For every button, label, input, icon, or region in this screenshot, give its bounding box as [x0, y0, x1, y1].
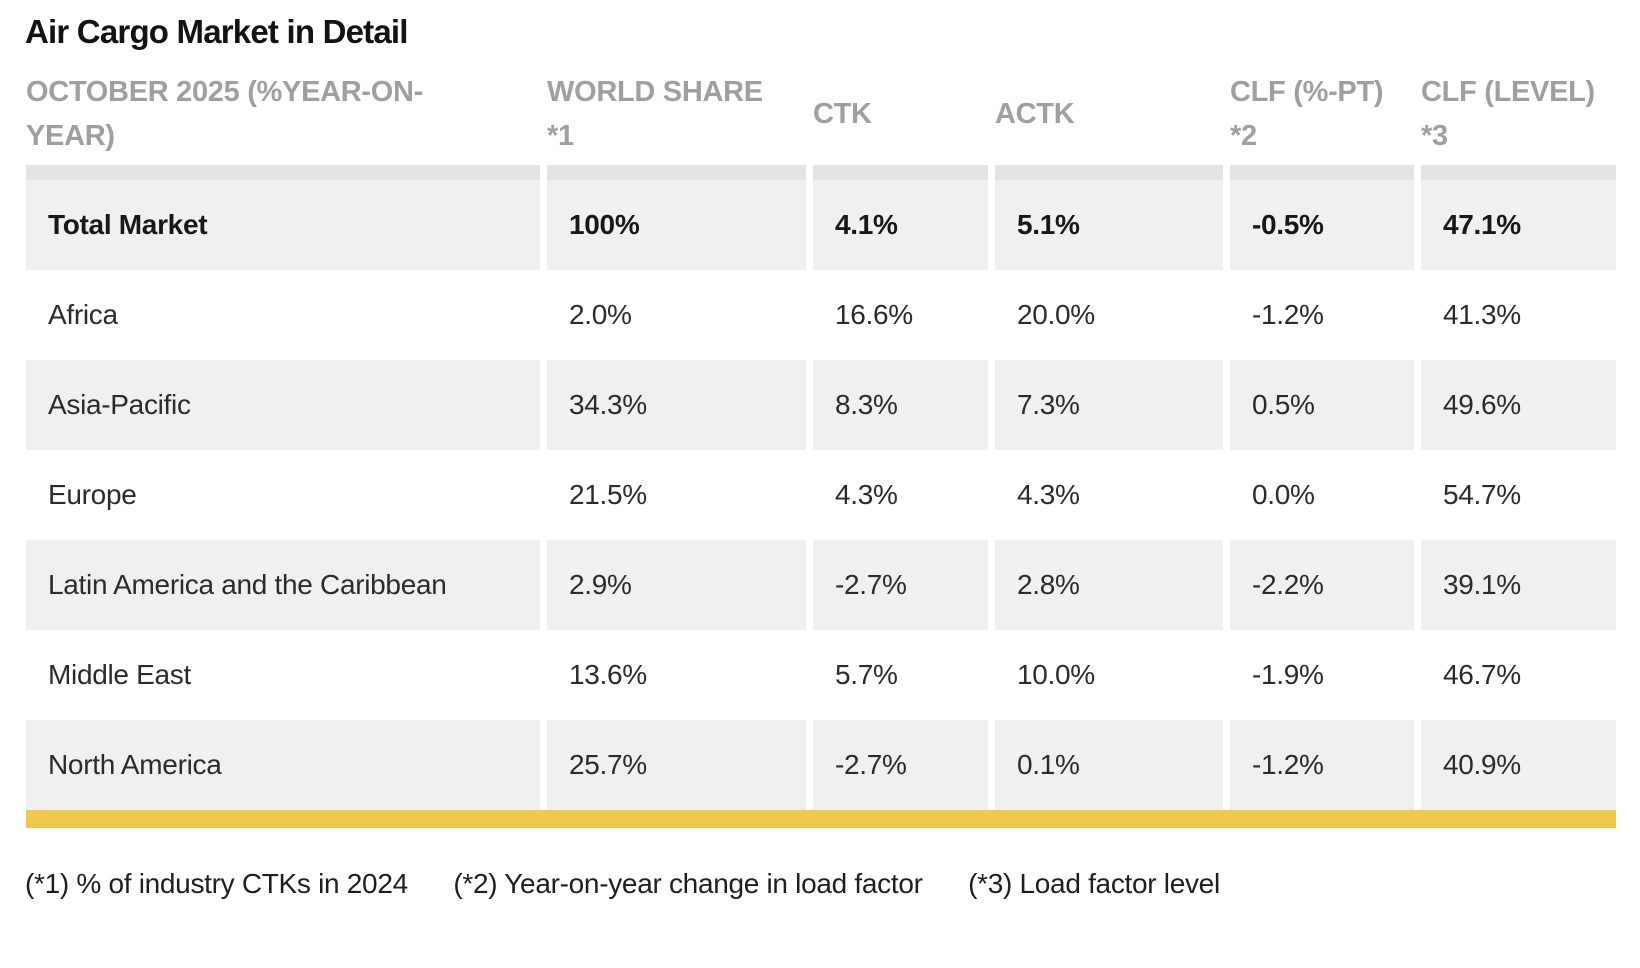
col-header-clf-pt: CLF (%-PT) *2	[1230, 62, 1414, 180]
cell-region: North America	[26, 720, 540, 810]
cell-actk: 5.1%	[995, 180, 1223, 270]
cell-actk: 10.0%	[1017, 659, 1095, 690]
cell-region: Total Market	[26, 180, 540, 270]
cell-ctk: -2.7%	[813, 540, 988, 630]
cell-world-share: 34.3%	[547, 360, 806, 450]
header-line: *1	[547, 119, 574, 152]
cell-clf-level: 46.7%	[1443, 659, 1521, 690]
table-row-latin-america: Latin America and the Caribbean 2.9% -2.…	[26, 540, 1616, 630]
cell-world-share: 100%	[547, 180, 806, 270]
col-header-ctk: CTK	[813, 62, 988, 180]
cell-region: Latin America and the Caribbean	[26, 540, 540, 630]
table-row-north-america: North America 25.7% -2.7% 0.1% -1.2% 40.…	[26, 720, 1616, 810]
footnote-2: (*2) Year-on-year change in load factor	[453, 868, 923, 899]
header-line: YEAR)	[26, 119, 115, 152]
cell-clf-pt: -1.9%	[1252, 659, 1324, 690]
cell-world-share: 13.6%	[569, 659, 647, 690]
cell-clf-level: 54.7%	[1443, 479, 1521, 510]
cell-ctk: 5.7%	[835, 659, 898, 690]
air-cargo-table: OCTOBER 2025 (%YEAR-ON- YEAR) WORLD SHAR…	[19, 62, 1623, 810]
header-line: CLF (LEVEL)	[1421, 75, 1595, 108]
cell-ctk: -2.7%	[813, 720, 988, 810]
cell-actk: 4.3%	[1017, 479, 1080, 510]
cell-region: Middle East	[48, 659, 191, 690]
table-row-asia-pacific: Asia-Pacific 34.3% 8.3% 7.3% 0.5% 49.6%	[26, 360, 1616, 450]
col-header-period: OCTOBER 2025 (%YEAR-ON- YEAR)	[26, 62, 540, 180]
table-row-middle-east: Middle East 13.6% 5.7% 10.0% -1.9% 46.7%	[26, 630, 1616, 720]
cell-ctk: 16.6%	[835, 299, 913, 330]
cell-region: Asia-Pacific	[26, 360, 540, 450]
cell-ctk: 8.3%	[813, 360, 988, 450]
cell-clf-level: 39.1%	[1421, 540, 1616, 630]
cell-clf-level: 49.6%	[1421, 360, 1616, 450]
cell-clf-level: 40.9%	[1421, 720, 1616, 810]
table-row-africa: Africa 2.0% 16.6% 20.0% -1.2% 41.3%	[26, 270, 1616, 360]
cell-actk: 7.3%	[995, 360, 1223, 450]
page-title: Air Cargo Market in Detail	[25, 13, 408, 50]
cell-region: Africa	[48, 299, 118, 330]
cell-world-share: 2.0%	[569, 299, 632, 330]
cell-ctk: 4.1%	[813, 180, 988, 270]
cell-clf-pt: 0.5%	[1230, 360, 1414, 450]
cell-region: Europe	[48, 479, 137, 510]
cell-clf-pt: -2.2%	[1230, 540, 1414, 630]
header-line: *2	[1230, 119, 1257, 152]
air-cargo-market-panel: Air Cargo Market in Detail OCTOBER 2025 …	[0, 14, 1640, 900]
accent-bar	[26, 810, 1616, 828]
cell-clf-level: 41.3%	[1443, 299, 1521, 330]
table-row-total-market: Total Market 100% 4.1% 5.1% -0.5% 47.1%	[26, 180, 1616, 270]
header-row: OCTOBER 2025 (%YEAR-ON- YEAR) WORLD SHAR…	[26, 62, 1616, 180]
col-header-actk: ACTK	[995, 62, 1223, 180]
cell-clf-pt: -1.2%	[1230, 720, 1414, 810]
cell-actk: 2.8%	[995, 540, 1223, 630]
header-line: ACTK	[995, 97, 1075, 130]
cell-actk: 0.1%	[995, 720, 1223, 810]
cell-clf-level: 47.1%	[1421, 180, 1616, 270]
header-line: *3	[1421, 119, 1448, 152]
footnote-1: (*1) % of industry CTKs in 2024	[25, 868, 408, 899]
header-line: OCTOBER 2025 (%YEAR-ON-	[26, 75, 424, 108]
cell-clf-pt: 0.0%	[1252, 479, 1315, 510]
cell-world-share: 21.5%	[569, 479, 647, 510]
cell-clf-pt: -0.5%	[1230, 180, 1414, 270]
cell-world-share: 2.9%	[547, 540, 806, 630]
cell-actk: 20.0%	[1017, 299, 1095, 330]
cell-world-share: 25.7%	[547, 720, 806, 810]
header-line: CTK	[813, 97, 872, 130]
footnote-3: (*3) Load factor level	[968, 868, 1220, 899]
footnotes: (*1) % of industry CTKs in 2024 (*2) Yea…	[25, 868, 1640, 900]
cell-clf-pt: -1.2%	[1252, 299, 1324, 330]
col-header-world-share: WORLD SHARE *1	[547, 62, 806, 180]
cell-ctk: 4.3%	[835, 479, 898, 510]
header-line: WORLD SHARE	[547, 75, 763, 108]
header-line: CLF (%-PT)	[1230, 75, 1384, 108]
col-header-clf-level: CLF (LEVEL) *3	[1421, 62, 1616, 180]
table-row-europe: Europe 21.5% 4.3% 4.3% 0.0% 54.7%	[26, 450, 1616, 540]
